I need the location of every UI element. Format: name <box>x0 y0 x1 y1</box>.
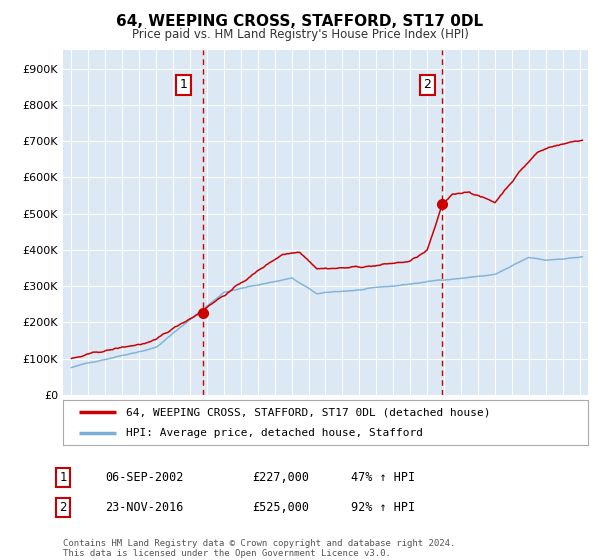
Text: £525,000: £525,000 <box>252 501 309 515</box>
Text: Contains HM Land Registry data © Crown copyright and database right 2024.
This d: Contains HM Land Registry data © Crown c… <box>63 539 455 558</box>
Text: 1: 1 <box>179 78 187 91</box>
Text: 2: 2 <box>423 78 431 91</box>
Text: 2: 2 <box>59 501 67 515</box>
Text: 47% ↑ HPI: 47% ↑ HPI <box>351 470 415 484</box>
Text: 92% ↑ HPI: 92% ↑ HPI <box>351 501 415 515</box>
Text: 64, WEEPING CROSS, STAFFORD, ST17 0DL (detached house): 64, WEEPING CROSS, STAFFORD, ST17 0DL (d… <box>126 408 491 418</box>
Text: HPI: Average price, detached house, Stafford: HPI: Average price, detached house, Staf… <box>126 428 423 438</box>
Text: 1: 1 <box>59 470 67 484</box>
Text: 06-SEP-2002: 06-SEP-2002 <box>105 470 184 484</box>
Text: £227,000: £227,000 <box>252 470 309 484</box>
Text: 23-NOV-2016: 23-NOV-2016 <box>105 501 184 515</box>
Text: 64, WEEPING CROSS, STAFFORD, ST17 0DL: 64, WEEPING CROSS, STAFFORD, ST17 0DL <box>116 14 484 29</box>
Text: Price paid vs. HM Land Registry's House Price Index (HPI): Price paid vs. HM Land Registry's House … <box>131 28 469 41</box>
